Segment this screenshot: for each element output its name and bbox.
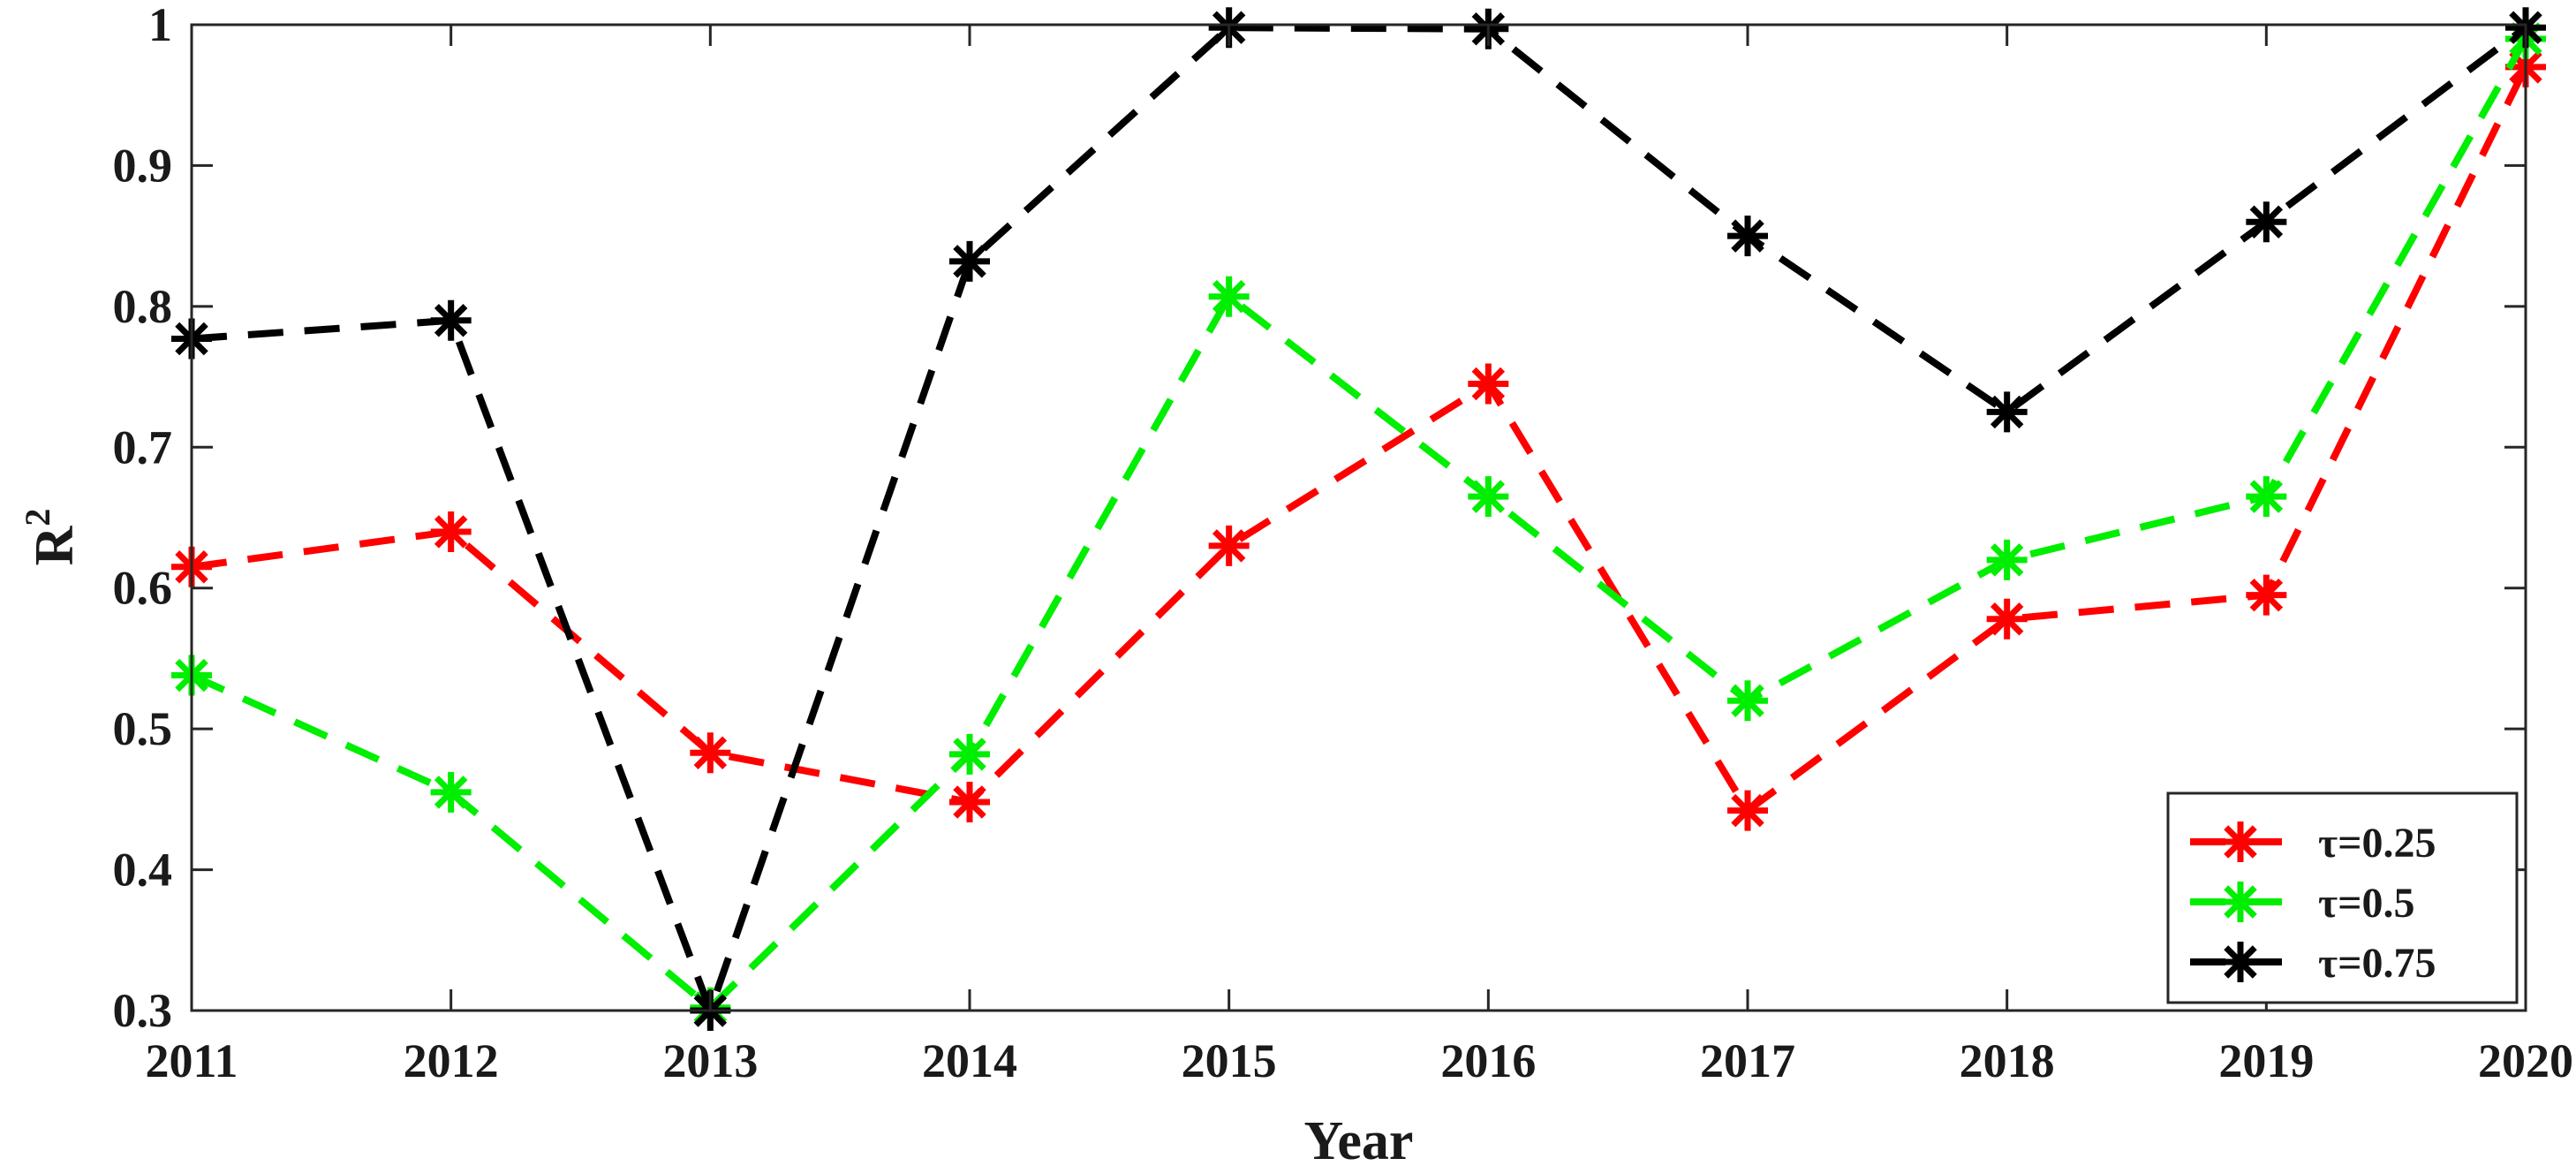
y-axis-title-superscript: 2 — [18, 509, 57, 526]
data-point — [1986, 391, 2028, 433]
x-tick-label: 2012 — [404, 1034, 499, 1087]
data-point — [430, 511, 472, 552]
y-tick-label: 0.7 — [113, 420, 173, 473]
y-axis-title: R2 — [18, 509, 85, 566]
series-line — [191, 24, 2528, 1014]
y-tick-label: 0.5 — [113, 702, 173, 755]
data-point — [1208, 276, 1250, 317]
data-point — [430, 771, 472, 813]
y-tick-label: 0.9 — [113, 139, 173, 192]
legend-label: τ=0.75 — [2318, 940, 2436, 987]
y-tick-label: 0.8 — [113, 280, 173, 333]
axis-tick-labels: 2011 2012 2013 2014 2015 2016 2017 2018 2019 2020… — [113, 0, 2574, 1087]
y-tick-label: 0.4 — [113, 844, 173, 897]
series-line — [191, 65, 2529, 814]
x-tick-label: 2016 — [1440, 1034, 1536, 1087]
data-point — [2246, 574, 2287, 616]
legend-label: τ=0.25 — [2318, 820, 2436, 867]
legend-marker — [2220, 942, 2261, 982]
data-point — [949, 733, 990, 775]
series-line — [190, 36, 2529, 1011]
data-point — [949, 240, 990, 282]
data-point — [949, 782, 990, 823]
x-axis-title: Year — [1304, 1111, 1414, 1166]
x-tick-label: 2014 — [922, 1034, 1017, 1087]
legend: τ=0.25 τ=0.5 τ=0.75 — [2166, 791, 2519, 1004]
data-point — [690, 732, 731, 774]
y-axis-title-base: R — [25, 525, 85, 565]
y-tick-label: 0.3 — [113, 984, 173, 1037]
x-tick-label: 2011 — [145, 1034, 238, 1087]
data-point — [1727, 216, 1768, 257]
data-point — [1208, 525, 1250, 566]
y-tick-label: 0.6 — [113, 562, 173, 615]
x-tick-label: 2015 — [1182, 1034, 1277, 1087]
legend-item: τ=0.5 — [2190, 880, 2414, 927]
legend-item: τ=0.75 — [2190, 940, 2436, 987]
legend-marker — [2220, 882, 2261, 922]
data-point — [2246, 201, 2287, 243]
series-0-25 — [171, 46, 2546, 831]
x-tick-label: 2018 — [1960, 1034, 2055, 1087]
data-point — [1986, 539, 2028, 580]
data-point — [1727, 790, 1768, 831]
legend-label: τ=0.5 — [2318, 880, 2414, 927]
data-point — [1986, 598, 2028, 640]
legend-item: τ=0.25 — [2190, 820, 2436, 867]
data-point — [430, 299, 472, 341]
plot-area-frame — [190, 23, 2527, 1012]
data-point — [1468, 476, 1509, 518]
legend-marker — [2220, 822, 2261, 862]
x-tick-label: 2017 — [1700, 1034, 1795, 1087]
x-tick-label: 2020 — [2478, 1034, 2573, 1087]
x-tick-label: 2013 — [662, 1034, 758, 1087]
y-tick-label: 1 — [148, 0, 172, 51]
data-point — [1468, 363, 1509, 405]
data-point — [1727, 680, 1768, 722]
x-tick-label: 2019 — [2218, 1034, 2314, 1087]
axis-ticks — [190, 23, 2527, 1012]
data-point — [2246, 476, 2287, 518]
